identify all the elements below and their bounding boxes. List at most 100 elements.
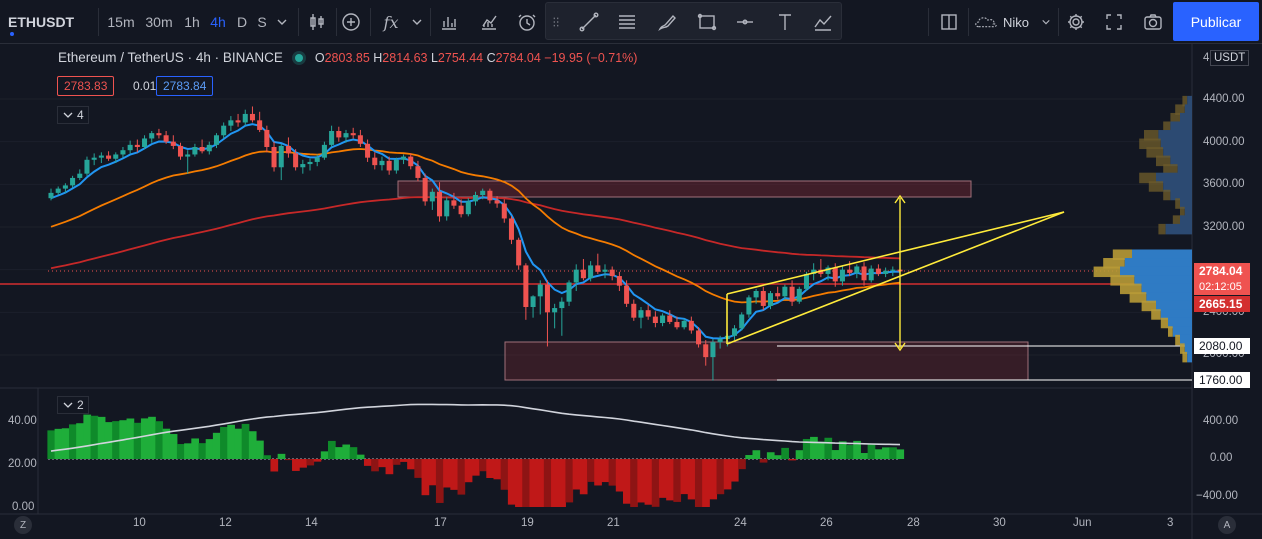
time-tick: 17 (434, 517, 447, 529)
candle-body (508, 218, 514, 240)
currency-selector[interactable]: USDT (1210, 50, 1250, 66)
oscillator-bar (148, 416, 156, 459)
auto-scale-a-button[interactable]: A (1218, 516, 1236, 534)
timeframe-30m[interactable]: 30m (145, 14, 173, 30)
indicators-fx-icon[interactable]: fx (383, 12, 399, 32)
volume-profile-sell-bar (1129, 292, 1147, 303)
volume-profile-buy-bar (1163, 181, 1192, 192)
timeframe-1h[interactable]: 1h (184, 14, 200, 30)
candle-body (242, 113, 248, 123)
horizontal-line-tool-icon[interactable] (730, 0, 760, 44)
chart-area[interactable] (0, 44, 1262, 539)
oscillator-bar (896, 449, 905, 459)
oscillator-bar (176, 444, 185, 459)
timeframe-d[interactable]: D (236, 14, 248, 30)
candle-body (688, 320, 694, 331)
volume-profile-sell-bar (1139, 138, 1161, 150)
alert-clock-icon[interactable] (512, 0, 542, 44)
candle-body (530, 296, 536, 307)
oscillator-bar (112, 421, 120, 459)
demand-zone-rectangle[interactable] (504, 341, 1029, 381)
oscillator-signal-line[interactable] (50, 403, 901, 452)
drawing-toolbar (545, 2, 842, 40)
wedge-upper-trendline[interactable] (726, 211, 1065, 295)
buy-price-button[interactable]: 2783.84 (156, 76, 214, 96)
chart-canvas[interactable] (0, 44, 1262, 539)
oscillator-bar (371, 459, 379, 472)
oscillator-bar (587, 459, 595, 482)
candle-body (98, 155, 104, 158)
oscillator-bar (378, 459, 387, 468)
settings-gear-icon[interactable] (1061, 0, 1091, 44)
oscillator-bar (443, 459, 451, 488)
candle-body (753, 291, 759, 298)
candle-body (883, 270, 889, 274)
candlestick-series[interactable] (48, 106, 903, 381)
snapshot-camera-icon[interactable] (1138, 0, 1168, 44)
oscillator-bar (723, 459, 732, 490)
candle-body (638, 310, 644, 318)
layout-grid-icon[interactable] (934, 0, 964, 44)
oscillator-bar (385, 459, 394, 475)
timeframe-s[interactable]: S (257, 14, 267, 30)
time-tick: 30 (993, 517, 1006, 529)
candle-body (329, 131, 335, 145)
financials-bar-icon[interactable] (434, 0, 464, 44)
candle-body (696, 330, 702, 345)
candle-body (552, 308, 558, 313)
timeframe-4h[interactable]: 4h (210, 14, 226, 30)
legend-title[interactable]: Ethereum / TetherUS · 4h · BINANCE (58, 50, 283, 65)
volume-profile[interactable] (1093, 95, 1192, 363)
candle-body (70, 177, 76, 186)
fib-retracement-tool-icon[interactable] (612, 0, 642, 44)
candle-body (199, 147, 205, 152)
oscillator-bar (263, 455, 271, 459)
time-tick: Jun (1073, 517, 1092, 529)
symbol-search[interactable]: ETHUSDT (8, 14, 75, 30)
trendline-tool-icon[interactable] (574, 0, 604, 44)
supply-zone-rectangle[interactable] (397, 180, 972, 198)
divider (928, 8, 929, 36)
rectangle-tool-icon[interactable] (692, 0, 722, 44)
main-pane-indicators-toggle[interactable]: 4 (57, 106, 89, 124)
osc-pane-indicators-toggle[interactable]: 2 (57, 396, 89, 414)
timeframe-dropdown-chevron-icon[interactable] (270, 0, 294, 44)
sell-price-button[interactable]: 2783.83 (57, 76, 115, 96)
templates-chart-icon[interactable] (474, 0, 504, 44)
wedge-lower-trendline[interactable] (726, 211, 1065, 345)
oscillator-bar (673, 459, 682, 502)
layout-name-selector[interactable]: Niko (973, 0, 1057, 44)
candle-body (458, 205, 464, 215)
oscillator-bar (716, 459, 725, 495)
oscillator-bar (292, 459, 300, 471)
candle-body (566, 282, 572, 302)
candle-body (746, 297, 752, 315)
indicators-dropdown-chevron-icon[interactable] (405, 0, 429, 44)
fullscreen-icon[interactable] (1099, 0, 1129, 44)
volume-profile-sell-bar (1170, 112, 1180, 124)
drawbar-drag-handle-icon[interactable] (548, 0, 564, 44)
oscillator-bar (68, 424, 77, 459)
ema-mid-line[interactable] (50, 148, 901, 304)
auto-scale-z-button[interactable]: Z (14, 516, 32, 534)
oscillator-bar (256, 440, 264, 459)
volume-profile-sell-bar (1103, 258, 1125, 269)
candle-body (875, 268, 881, 274)
volume-profile-buy-bar (1165, 223, 1192, 235)
candle-body (631, 303, 637, 318)
text-tool-icon[interactable] (770, 0, 800, 44)
oscillator-bar (615, 459, 624, 492)
oscillator-bar (198, 443, 207, 459)
brush-tool-icon[interactable] (652, 0, 682, 44)
candles-chart-type-icon[interactable] (302, 0, 332, 44)
compare-add-icon[interactable] (336, 0, 366, 44)
pattern-tool-icon[interactable] (808, 0, 838, 44)
publish-button[interactable]: Publicar (1173, 2, 1259, 41)
oscillator-bar (522, 459, 530, 507)
oscillator-histogram[interactable] (47, 414, 905, 507)
timeframe-15m[interactable]: 15m (107, 14, 135, 30)
layout-name-label: Niko (1003, 14, 1030, 30)
oscillator-bar (810, 436, 818, 459)
candle-body (185, 154, 191, 157)
oscillator-bar (702, 459, 710, 507)
